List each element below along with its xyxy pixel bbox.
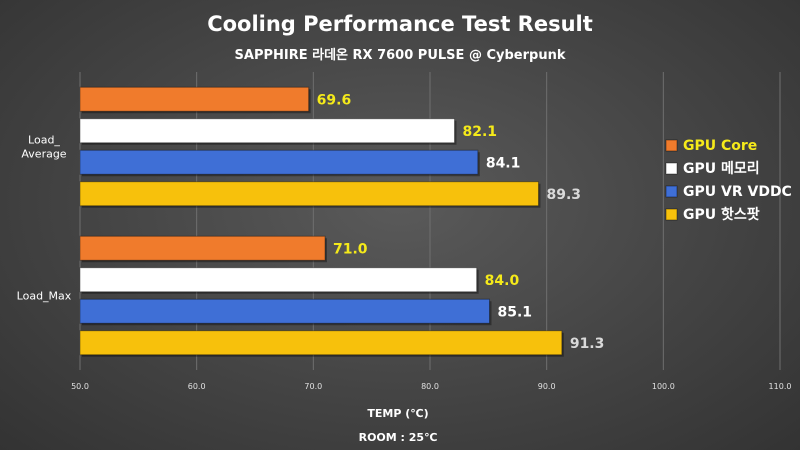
room-temperature-note: ROOM : 25℃ [359, 431, 438, 444]
legend-swatch [665, 208, 678, 221]
x-tick-label: 90.0 [538, 382, 556, 391]
x-tick-label: 100.0 [652, 382, 675, 391]
legend-swatch [665, 185, 678, 198]
data-label: 85.1 [498, 304, 533, 320]
chart-title: Cooling Performance Test Result [207, 12, 593, 36]
data-label: 71.0 [333, 241, 368, 257]
bar-1-1 [79, 267, 478, 293]
data-label: 91.3 [570, 336, 605, 352]
bar-1-2 [79, 298, 490, 324]
x-tick-label: 80.0 [421, 382, 439, 391]
bar-0-1 [79, 118, 455, 144]
bar-1-0 [79, 235, 326, 261]
category-label: Average [21, 148, 66, 161]
bar-0-0 [79, 86, 310, 112]
data-label: 84.0 [485, 273, 520, 289]
bars [79, 86, 564, 357]
x-axis-ticks: 50.0 60.0 70.0 80.0 90.0 100.0 110.0 [71, 382, 791, 391]
legend-entry: GPU 메모리 [683, 161, 760, 177]
data-label: 89.3 [547, 187, 582, 203]
bar-0-3 [79, 181, 539, 207]
y-axis-categories: Load_Average Load_Max [17, 134, 72, 303]
legend: GPU Core GPU 메모리 GPU VR VDDC GPU 핫스팟 [665, 138, 792, 223]
legend-swatch [665, 139, 678, 152]
data-label: 84.1 [486, 155, 521, 171]
x-tick-label: 110.0 [769, 382, 792, 391]
category-label: Load_Max [17, 290, 72, 303]
data-label: 69.6 [317, 92, 352, 108]
legend-entry: GPU VR VDDC [683, 184, 792, 200]
x-axis-title: TEMP (℃) [367, 407, 428, 420]
category-label: Load_ [28, 134, 60, 147]
x-tick-label: 50.0 [71, 382, 89, 391]
legend-entry: GPU Core [683, 138, 757, 154]
data-labels: 69.6 82.1 84.1 89.3 71.0 84.0 85.1 91.3 [317, 92, 605, 352]
legend-swatch [665, 162, 678, 175]
x-tick-label: 60.0 [188, 382, 206, 391]
bar-1-3 [79, 330, 563, 356]
bar-0-2 [79, 149, 479, 175]
legend-entry: GPU 핫스팟 [683, 206, 760, 223]
grid-lines [79, 72, 781, 370]
data-label: 82.1 [463, 124, 498, 140]
x-tick-label: 70.0 [304, 382, 322, 391]
chart-subtitle: SAPPHIRE 라데온 RX 7600 PULSE @ Cyberpunk [235, 47, 566, 63]
